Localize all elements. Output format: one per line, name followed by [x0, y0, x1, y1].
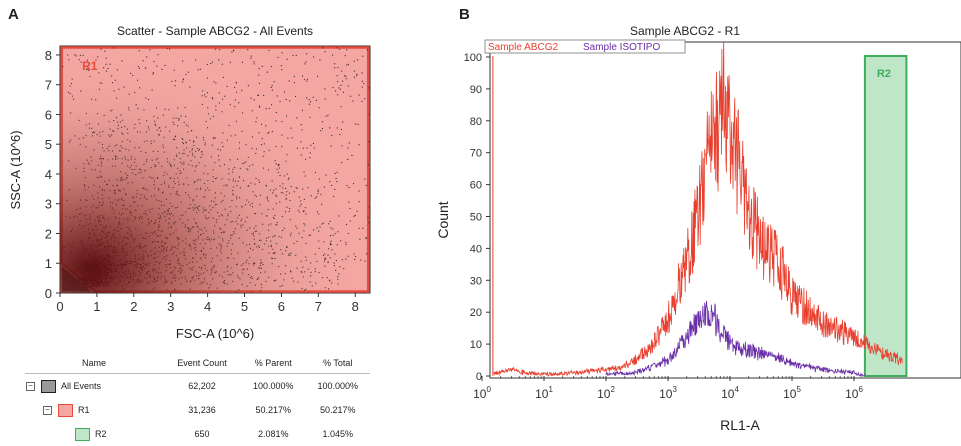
scatter-y-tick-label: 1	[45, 256, 52, 271]
row-name-cell: − All Events	[25, 374, 163, 399]
scatter-y-tick-label: 2	[45, 226, 52, 241]
scatter-x-tick-label: 8	[352, 299, 359, 314]
legend-box	[484, 39, 686, 54]
histogram-y-tick-label: 90	[470, 84, 482, 96]
legend-entry: Sample ISOTIPO	[583, 42, 660, 53]
row-name: R2	[95, 428, 107, 439]
histogram-x-tick-label: 105	[783, 385, 801, 401]
histogram-y-tick-label: 40	[470, 243, 482, 255]
histogram-y-tick-label: 10	[470, 339, 482, 351]
gate-statistics-table: Name Event Count % Parent % Total − All E…	[25, 353, 370, 446]
scatter-y-tick-label: 3	[45, 197, 52, 212]
row-event-count: 650	[194, 429, 210, 439]
scatter-x-tick-label: 2	[130, 299, 137, 314]
row-parent-percent: 2.081%	[258, 429, 289, 439]
legend-entry: Sample ABCG2	[488, 42, 558, 53]
scatter-x-tick-label: 7	[315, 299, 322, 314]
histogram-x-label: RL1-A	[720, 417, 760, 433]
row-name: R1	[78, 404, 90, 415]
row-name-cell: R2	[25, 422, 163, 446]
scatter-y-tick-label: 0	[45, 286, 52, 301]
table-row[interactable]: − All Events 62,202 100.000% 100.000%	[25, 374, 370, 399]
histogram-y-label: Count	[435, 201, 451, 238]
all-events-swatch-icon	[41, 379, 56, 393]
column-header-parent: % Parent	[241, 353, 306, 374]
r2-swatch-icon	[75, 427, 90, 441]
r2-gate	[863, 55, 908, 377]
density-cloud	[60, 46, 370, 293]
row-event-count: 31,236	[188, 405, 216, 415]
row-parent-percent: 50.217%	[255, 405, 292, 415]
r1-gate-label: R1	[82, 59, 98, 73]
histogram-x-tick-label: 102	[597, 385, 615, 401]
histogram-series-0	[492, 42, 903, 377]
histogram-y-tick-label: 60	[470, 180, 482, 192]
scatter-y-tick-label: 6	[45, 107, 52, 122]
histogram-y-tick-label: 80	[470, 116, 482, 128]
scatter-x-tick-label: 1	[93, 299, 100, 314]
histogram-plot: Sample ABCG2 - R1 R2 Sample ABCG2 Sample …	[435, 24, 961, 433]
r1-swatch-icon	[58, 403, 73, 417]
r2-gate-label: R2	[877, 68, 891, 80]
histogram-x-tick-label: 106	[845, 385, 863, 401]
scatter-x-tick-label: 0	[56, 299, 63, 314]
scatter-x-tick-label: 5	[241, 299, 248, 314]
histogram-series-1	[605, 300, 866, 378]
scatter-y-tick-label: 4	[45, 167, 52, 182]
histogram-x-tick-label: 103	[659, 385, 677, 401]
row-parent-percent: 100.000%	[253, 381, 294, 391]
scatter-y-label: SSC-A (10^6)	[8, 130, 23, 209]
collapse-icon[interactable]: −	[43, 405, 52, 415]
scatter-x-label: FSC-A (10^6)	[176, 326, 254, 341]
row-name-cell: − R1	[25, 398, 163, 422]
column-header-event-count: Event Count	[163, 353, 242, 374]
table-row[interactable]: − R1 31,236 50.217% 50.217%	[25, 398, 370, 422]
table-row[interactable]: R2 650 2.081% 1.045%	[25, 422, 370, 446]
row-total-percent: 1.045%	[322, 429, 354, 439]
scatter-plot: Scatter - Sample ABCG2 - All Events R1 0…	[8, 24, 371, 341]
histogram-y-tick-label: 30	[470, 275, 482, 287]
histogram-x-tick-label: 101	[535, 385, 553, 401]
histogram-y-tick-label: 20	[470, 307, 482, 319]
histogram-title: Sample ABCG2 - R1	[630, 24, 740, 38]
scatter-title: Scatter - Sample ABCG2 - All Events	[117, 24, 313, 38]
scatter-x-tick-label: 3	[167, 299, 174, 314]
histogram-x-tick-label: 100	[473, 385, 491, 401]
histogram-y-tick-label: 0	[476, 371, 482, 383]
panel-label-a: A	[8, 6, 19, 23]
histogram-y-tick-label: 70	[470, 148, 482, 160]
column-header-name: Name	[25, 353, 163, 374]
row-event-count: 62,202	[188, 381, 216, 391]
scatter-y-tick-label: 8	[45, 48, 52, 63]
row-total-percent: 100.000%	[317, 381, 359, 391]
histogram-y-tick-label: 50	[470, 212, 482, 224]
panel-label-b: B	[459, 6, 470, 23]
scatter-x-tick-label: 4	[204, 299, 211, 314]
scatter-y-tick-label: 5	[45, 137, 52, 152]
collapse-icon[interactable]: −	[26, 381, 35, 391]
row-total-percent: 50.217%	[319, 405, 356, 415]
column-header-total: % Total	[305, 353, 370, 374]
scatter-x-tick-label: 6	[278, 299, 285, 314]
row-name: All Events	[61, 380, 102, 391]
histogram-y-tick-label: 100	[464, 52, 482, 64]
histogram-x-tick-label: 104	[721, 385, 739, 401]
scatter-y-tick-label: 7	[45, 78, 52, 93]
